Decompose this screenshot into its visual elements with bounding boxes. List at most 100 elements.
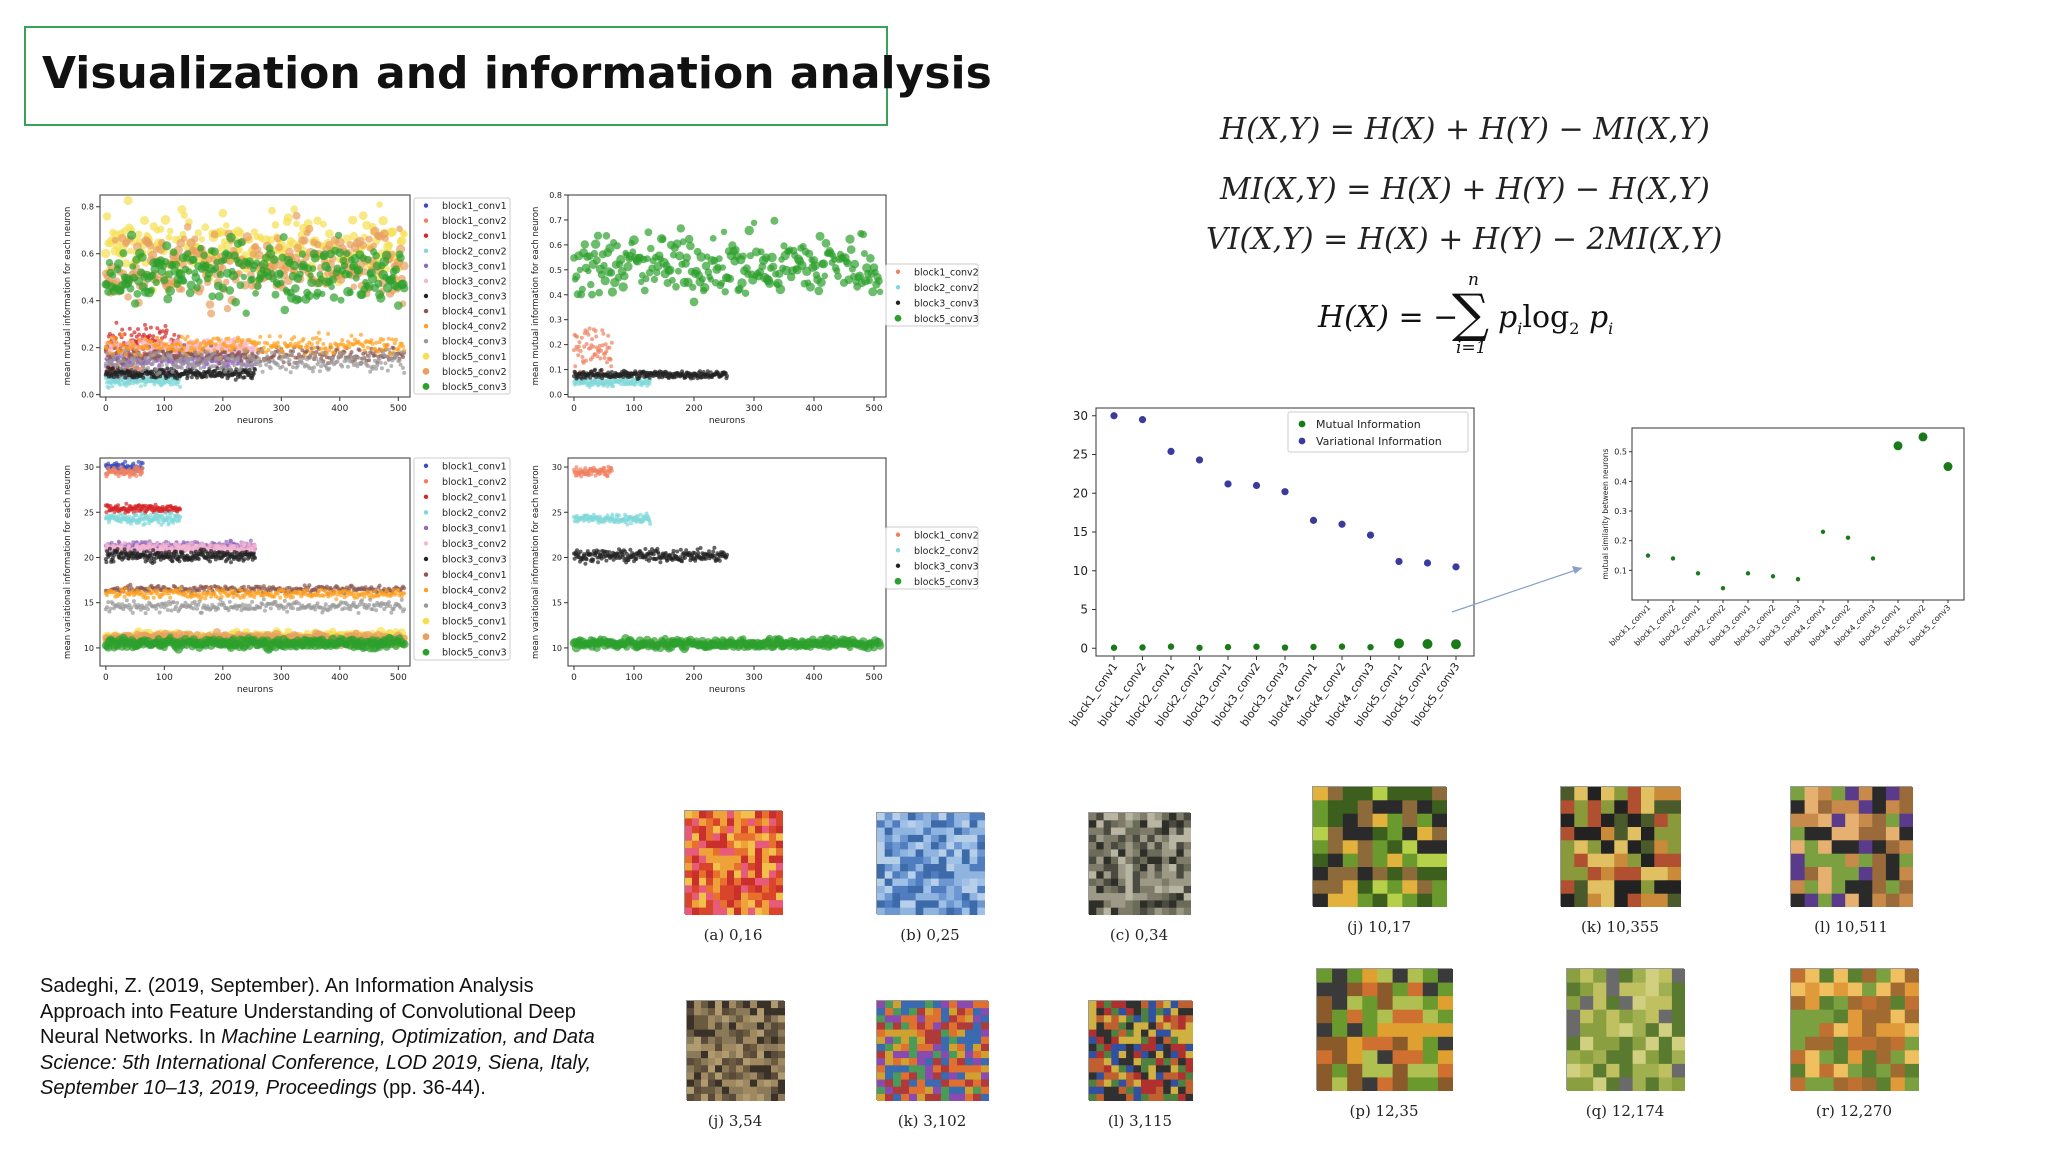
data-point	[277, 350, 281, 355]
data-point	[665, 265, 675, 275]
data-point	[113, 335, 118, 340]
data-point	[140, 461, 145, 466]
data-point	[237, 350, 242, 355]
data-point	[855, 271, 864, 281]
data-point	[236, 355, 240, 360]
data-point	[378, 216, 388, 226]
data-point	[353, 354, 357, 359]
data-point	[151, 595, 156, 600]
data-point	[284, 367, 288, 372]
data-point	[130, 299, 140, 308]
data-point	[580, 240, 589, 249]
data-point	[226, 356, 231, 361]
data-point	[200, 251, 208, 260]
data-point	[327, 366, 332, 371]
data-point	[190, 341, 195, 346]
data-point	[141, 375, 146, 380]
data-point	[329, 293, 339, 302]
data-point	[109, 335, 114, 340]
data-point	[843, 259, 852, 268]
data-point	[254, 282, 262, 290]
data-point	[386, 347, 391, 352]
data-point	[291, 365, 295, 370]
data-point	[198, 342, 203, 347]
data-point	[350, 283, 358, 291]
data-point	[240, 273, 248, 281]
data-point	[251, 354, 256, 359]
data-point	[714, 263, 722, 272]
legend-marker	[423, 218, 429, 223]
data-point	[355, 364, 360, 369]
data-point	[134, 230, 143, 239]
data-point	[250, 361, 255, 366]
data-point	[316, 330, 321, 335]
data-point	[133, 290, 142, 298]
y-tick-label: 0.2	[549, 341, 562, 350]
data-point	[122, 343, 127, 348]
data-point	[255, 350, 260, 355]
data-point	[353, 337, 357, 342]
x-tick-label: 300	[745, 404, 762, 414]
data-point	[143, 337, 148, 342]
data-point	[197, 588, 202, 593]
data-point	[300, 236, 309, 245]
data-point	[715, 255, 723, 263]
data-point	[605, 360, 609, 365]
data-point	[279, 357, 284, 362]
data-point	[109, 540, 114, 545]
data-point	[199, 353, 204, 358]
chart-mi_all: 0 100 200 300 400 5000.00.20.40.60.8neuronsme…	[63, 194, 511, 426]
y-tick-label: 0.6	[81, 250, 94, 259]
data-point	[177, 559, 182, 564]
data-point	[252, 290, 259, 297]
data-point	[239, 262, 247, 270]
data-point	[137, 520, 142, 525]
legend-label: block1_conv2	[914, 267, 979, 278]
data-point	[111, 559, 116, 564]
data-point	[236, 281, 245, 290]
equation-variational-information: VI(X,Y) = H(X) + H(Y) − 2MI(X,Y)	[1206, 222, 1723, 257]
data-point	[183, 337, 188, 342]
data-point	[248, 357, 253, 362]
data-point	[775, 284, 786, 295]
data-point	[161, 258, 170, 266]
data-point	[121, 259, 130, 268]
data-point	[746, 252, 755, 260]
sum-upper-limit: n	[1468, 270, 1479, 290]
data-point	[253, 556, 257, 560]
data-point	[372, 251, 380, 260]
data-point	[391, 352, 396, 356]
data-point	[271, 221, 280, 229]
data-point	[210, 341, 215, 346]
data-point	[156, 550, 161, 555]
term-p2: p	[1588, 300, 1609, 335]
data-point	[120, 333, 125, 337]
data-point	[337, 296, 345, 304]
data-point	[364, 255, 372, 264]
data-point	[629, 248, 637, 256]
series-block3_conv3	[103, 365, 257, 382]
data-point	[141, 332, 146, 337]
legend-marker	[423, 203, 429, 208]
data-point	[302, 353, 307, 358]
data-point	[195, 338, 200, 343]
data-point	[111, 236, 119, 244]
data-point	[165, 286, 175, 296]
equation-entropy: H(X) = − n ∑ i=1 pilog2 pi	[1318, 270, 1638, 360]
data-point	[180, 211, 188, 219]
data-point	[109, 271, 117, 279]
data-point	[579, 335, 584, 340]
series-block3_conv3	[572, 367, 729, 381]
data-point	[229, 539, 233, 543]
data-point	[143, 322, 147, 327]
data-point	[157, 225, 165, 233]
data-point	[218, 208, 228, 218]
data-point	[243, 348, 248, 353]
chart-mi_last: 0 100 200 300 400 5000.00.10.20.30.40.50.60.7…	[531, 191, 979, 426]
data-point	[194, 229, 203, 237]
data-point	[597, 343, 602, 348]
data-point	[313, 240, 322, 249]
data-point	[186, 340, 191, 345]
data-point	[149, 339, 154, 344]
data-point	[155, 335, 160, 340]
